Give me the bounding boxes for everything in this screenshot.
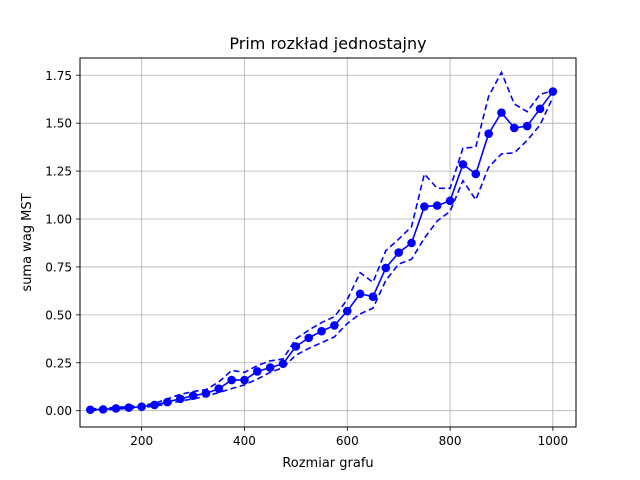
ticks: 200 400 600 800 1000 0.00 0.25 0.50 0.75 1.00 1.25… [45, 69, 568, 448]
data-point [253, 367, 262, 376]
data-point [240, 375, 249, 385]
data-point [317, 326, 326, 336]
series-line-upper [90, 70, 554, 410]
data-point [535, 104, 545, 114]
data-point [445, 196, 455, 206]
y-tick-label: 1.50 [45, 117, 72, 131]
data-point [420, 202, 429, 211]
data-point [484, 129, 493, 139]
grid [80, 58, 576, 427]
data-point [304, 333, 314, 343]
x-axis-label: Rozmiar grafu [282, 456, 373, 471]
data-point [111, 404, 121, 413]
data-point [407, 238, 416, 248]
data-point [330, 321, 339, 330]
data-point [342, 306, 352, 316]
y-tick-label: 0.00 [45, 404, 72, 418]
x-tick-label: 200 [130, 434, 153, 448]
data-point [227, 375, 236, 385]
y-tick-label: 0.25 [45, 356, 72, 370]
chart-title: Prim rozkład jednostajny [229, 34, 426, 53]
data-point [137, 402, 146, 411]
data-point [432, 201, 442, 210]
data-point [471, 169, 481, 179]
data-point [548, 87, 558, 96]
x-tick-label: 1000 [538, 434, 569, 448]
data-point [497, 108, 506, 117]
x-tick-label: 600 [336, 434, 359, 448]
data-point [522, 121, 532, 131]
data-point [394, 248, 403, 257]
data-point [510, 123, 519, 133]
y-axis-label: suma wag MST [20, 193, 35, 291]
series-layer [85, 70, 558, 415]
data-point [265, 363, 275, 372]
y-tick-label: 1.25 [45, 165, 72, 179]
series-line-lower [90, 96, 554, 412]
data-point [214, 384, 224, 393]
x-tick-label: 800 [439, 434, 462, 448]
data-point [355, 289, 365, 299]
y-tick-label: 1.00 [45, 213, 72, 227]
y-tick-label: 0.50 [45, 308, 72, 322]
data-point [458, 160, 468, 169]
y-tick-label: 0.75 [45, 260, 72, 274]
data-point [291, 342, 301, 351]
plot-frame [79, 57, 577, 428]
data-point [381, 263, 391, 273]
x-tick-label: 400 [233, 434, 256, 448]
data-point [368, 292, 378, 301]
y-tick-label: 1.75 [45, 69, 72, 83]
